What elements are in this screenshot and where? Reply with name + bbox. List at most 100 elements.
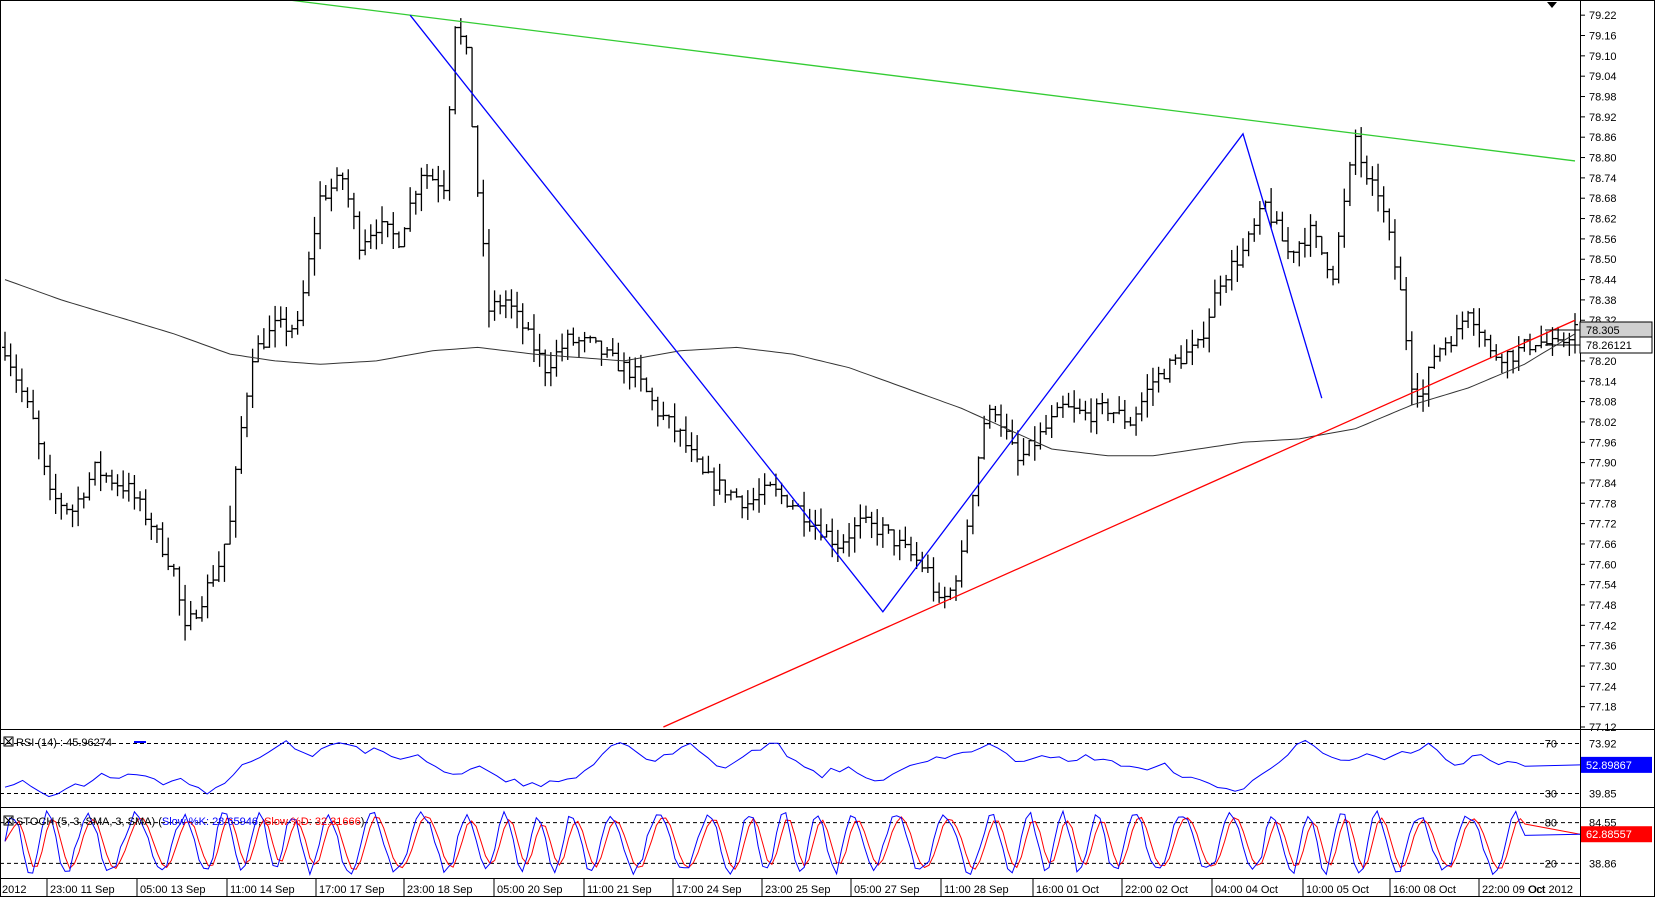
price-bar (1189, 329, 1196, 366)
price-bar (1493, 344, 1500, 361)
price-bar (1521, 338, 1528, 352)
price-bar (440, 170, 447, 200)
price-bar (750, 487, 757, 511)
price-bar (654, 396, 661, 427)
price-bar (2, 331, 8, 361)
price-bar (142, 489, 149, 526)
price-bar (1498, 353, 1505, 374)
price-bar (120, 470, 127, 499)
stoch-close-icon[interactable] (3, 815, 14, 826)
y-tick-label: 77.30 (1589, 661, 1617, 673)
scroll-marker-icon[interactable] (1547, 2, 1557, 8)
price-bar (13, 354, 20, 393)
y-tick-label: 77.78 (1589, 498, 1617, 510)
price-bar (913, 542, 920, 570)
y-tick-label: 78.14 (1589, 376, 1617, 388)
x-tick-label: 22:00 02 Oct (1125, 884, 1188, 896)
rsi-close-icon[interactable] (3, 736, 14, 747)
price-bar (964, 519, 971, 554)
price-bar (170, 563, 177, 577)
stoch-k-name: Slow %K (162, 816, 207, 828)
price-bar (384, 221, 391, 238)
price-bar (266, 315, 273, 348)
price-bar (1121, 399, 1128, 429)
price-bar (407, 187, 414, 232)
price-bar (260, 328, 267, 350)
y-tick-label: 77.96 (1589, 437, 1617, 449)
y-tick-label: 77.72 (1589, 519, 1617, 531)
x-tick-label: 11:00 28 Sep (944, 884, 1009, 896)
price-bar (1403, 276, 1410, 351)
price-bar (328, 178, 335, 212)
price-bar (947, 587, 954, 601)
rsi-legend: RSI (14) : 45.96274 (3, 736, 146, 749)
x-tick-label: 11:00 21 Sep (587, 884, 652, 896)
x-tick-label: 05:00 13 Sep (140, 884, 205, 896)
y-tick-label: 77.12 (1589, 722, 1617, 734)
price-bar (1071, 390, 1078, 423)
price-bar (97, 451, 104, 492)
price-bar (153, 524, 160, 543)
price-bar (317, 181, 324, 250)
price-bar (542, 349, 549, 387)
price-bar (1453, 314, 1460, 347)
rsi-line (4, 739, 1581, 798)
price-bar (1459, 311, 1466, 340)
price-bar (108, 469, 115, 491)
price-bar (1296, 241, 1303, 267)
price-bar (1020, 438, 1027, 466)
y-tick-label: 78.38 (1589, 295, 1617, 307)
price-bar (1155, 366, 1162, 393)
price-bar (1144, 374, 1151, 418)
price-bar (198, 596, 205, 622)
price-bar (519, 303, 526, 345)
rsi-level-label: 30 (1545, 789, 1557, 801)
y-tick-label: 79.04 (1589, 71, 1617, 83)
price-bar (626, 356, 633, 390)
price-bar (1194, 338, 1201, 349)
price-bar (846, 523, 853, 557)
x-tick-label: 23:00 11 Sep (50, 884, 115, 896)
y-tick-label: 78.98 (1589, 92, 1617, 104)
price-bar (1054, 402, 1061, 418)
price-bar (1133, 406, 1140, 436)
y-tick-label: 77.18 (1589, 702, 1617, 714)
price-bar (986, 404, 993, 429)
price-bar (722, 479, 729, 503)
price-bar (829, 518, 836, 558)
price-bar (1127, 416, 1134, 427)
y-tick-label: 77.66 (1589, 539, 1617, 551)
y-tick-label: 78.92 (1589, 112, 1617, 124)
x-tick-label: 22:00 09 Oct (1482, 884, 1545, 896)
rsi-axis-label: 73.92 (1589, 739, 1617, 751)
price-bar (1369, 166, 1376, 196)
price-bar (322, 185, 329, 201)
price-bar (283, 306, 290, 347)
price-bar (1285, 227, 1292, 260)
price-bar (255, 335, 262, 363)
price-bar (1532, 344, 1539, 353)
price-bar (390, 212, 397, 250)
rsi-legend-value: 45.96274 (66, 737, 112, 749)
price-bar (536, 333, 543, 367)
price-bar (941, 586, 948, 609)
price-bar (1217, 275, 1224, 306)
price-bar (362, 229, 369, 256)
price-bar (243, 392, 250, 438)
price-bar (694, 435, 701, 463)
svg-text:RSI (14) : 45.96274: RSI (14) : 45.96274 (16, 737, 112, 749)
price-panel: 79.22 79.16 79.10 79.04 78.98 78.92 78.86 78.80… (2, 0, 1617, 734)
price-bar (1099, 392, 1106, 415)
price-bar (1555, 326, 1562, 343)
price-bar (1318, 235, 1325, 256)
price-bar (288, 324, 295, 339)
price-bar (1476, 308, 1483, 348)
price-bar (1026, 440, 1033, 457)
price-bar (227, 505, 234, 545)
price-bar (238, 416, 245, 474)
price-bar (80, 492, 87, 509)
price-bar (992, 405, 999, 423)
price-bar (834, 529, 841, 562)
price-bar (981, 415, 988, 460)
price-bar (395, 231, 402, 249)
